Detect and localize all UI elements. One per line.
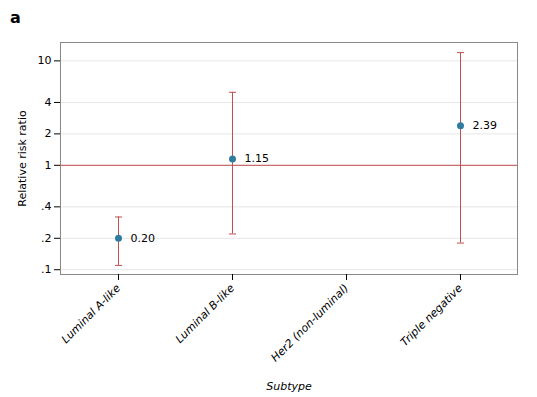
svg-text:1.15: 1.15 bbox=[245, 152, 270, 165]
svg-text:Her2 (non-luminal): Her2 (non-luminal) bbox=[268, 282, 351, 365]
svg-text:2.39: 2.39 bbox=[473, 119, 498, 132]
svg-text:2: 2 bbox=[45, 127, 52, 140]
svg-text:.1: .1 bbox=[41, 263, 52, 276]
svg-text:.4: .4 bbox=[41, 200, 52, 213]
svg-text:0.20: 0.20 bbox=[131, 232, 156, 245]
svg-text:Luminal B-like: Luminal B-like bbox=[173, 282, 237, 346]
svg-text:.2: .2 bbox=[41, 232, 52, 245]
svg-text:Subtype: Subtype bbox=[266, 380, 312, 393]
svg-text:10: 10 bbox=[38, 54, 52, 67]
html-text:a: a bbox=[10, 8, 21, 27]
svg-text:Luminal A-like: Luminal A-like bbox=[59, 282, 123, 346]
svg-text:Relative risk ratio: Relative risk ratio bbox=[16, 110, 29, 207]
svg-text:Triple negative: Triple negative bbox=[398, 282, 465, 349]
svg-text:1: 1 bbox=[45, 159, 52, 172]
svg-text:4: 4 bbox=[45, 96, 52, 109]
